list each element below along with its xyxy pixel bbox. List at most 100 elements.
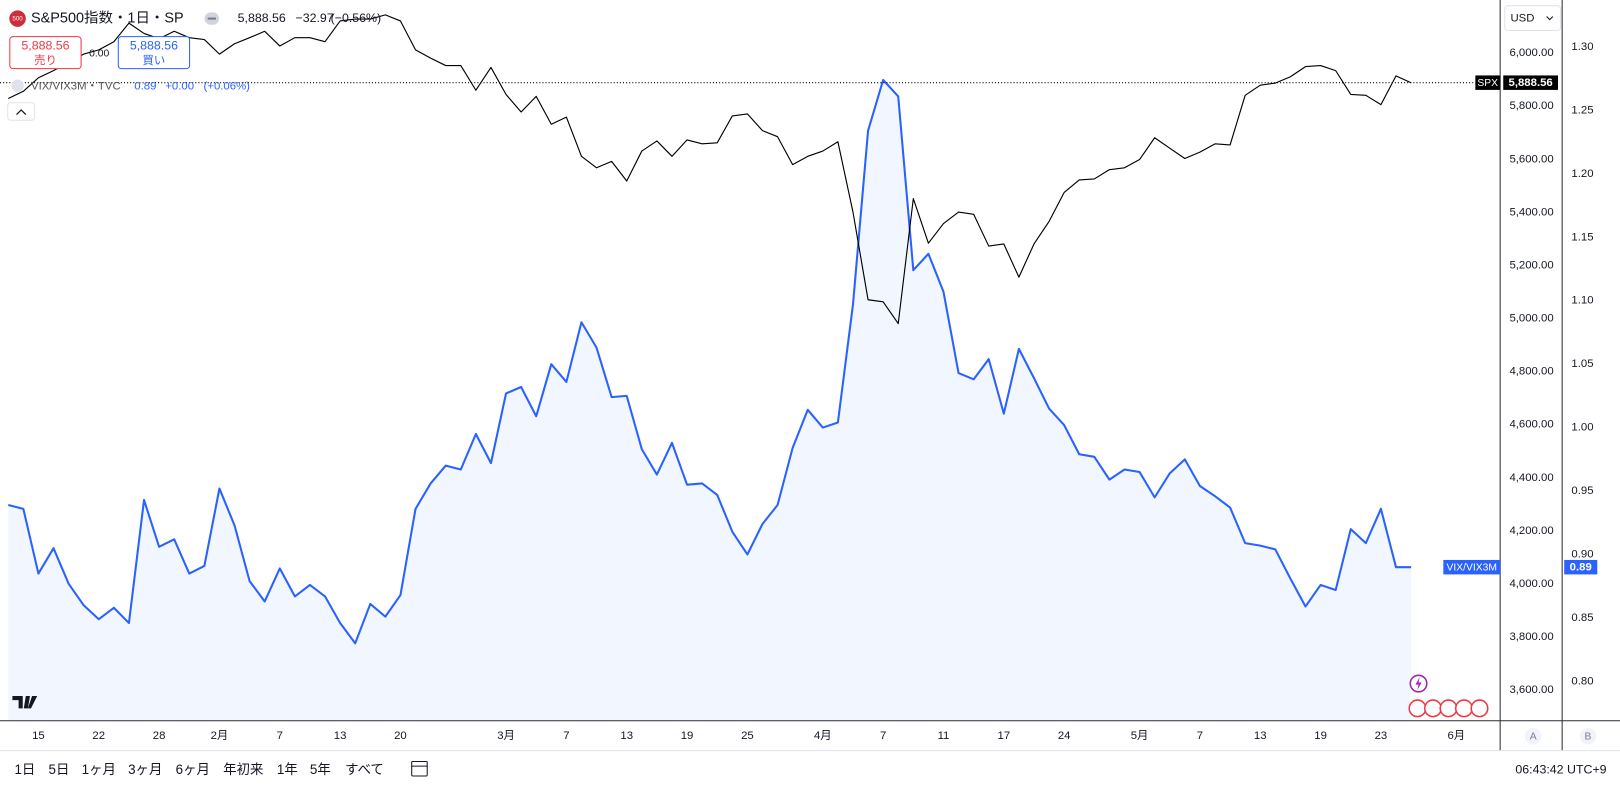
series-line	[8, 78, 1412, 645]
y-tick-label: 3,600.00	[1509, 684, 1553, 696]
event-flag[interactable]	[1423, 699, 1443, 718]
y-tick-label: 5,400.00	[1509, 206, 1553, 218]
x-tick-label: 24	[1058, 730, 1071, 742]
x-tick-label: 7	[277, 730, 283, 742]
x-tick-label: 13	[620, 730, 633, 742]
currency-label: USD	[1510, 13, 1534, 25]
range-button[interactable]: 5年	[310, 762, 331, 777]
x-tick-label: 7	[880, 730, 886, 742]
legend-toggle[interactable]	[7, 102, 36, 121]
buy-label: 買い	[143, 54, 166, 67]
last-value-label: 5,888.56	[1509, 77, 1553, 89]
sell-button[interactable]	[9, 36, 82, 70]
y-tick-label: 3,800.00	[1509, 631, 1553, 643]
dropdown-icon	[1546, 16, 1554, 21]
y-tick-label: 4,800.00	[1509, 366, 1553, 378]
tradingview-logo[interactable]	[12, 695, 38, 709]
range-button[interactable]: 5日	[49, 762, 70, 777]
range-button[interactable]: 1日	[14, 762, 35, 777]
y-tick-label: 5,200.00	[1509, 259, 1553, 271]
y2-tick-label: 1.00	[1571, 422, 1593, 434]
x-tick-label: 7	[563, 730, 569, 742]
event-flag[interactable]	[1470, 699, 1489, 718]
event-flag[interactable]	[1454, 699, 1474, 718]
event-flag[interactable]	[1439, 699, 1458, 718]
x-tick-label: 19	[1314, 730, 1327, 742]
x-tick-label: 23	[1375, 730, 1388, 742]
clock[interactable]: 06:43:42 UTC+9	[1515, 763, 1606, 777]
event-icon	[1415, 677, 1422, 690]
last-value-label: 0.89	[1570, 562, 1592, 574]
range-button[interactable]: 3ヶ月	[128, 762, 162, 777]
y-tick-label: 5,000.00	[1509, 313, 1553, 325]
plot-area	[0, 14, 1501, 721]
x-tick-label: 4月	[814, 730, 832, 742]
date-range-button[interactable]	[411, 760, 428, 777]
legend2-change: +0.00	[165, 81, 194, 93]
x-tick-label: 7	[1197, 730, 1203, 742]
buy-button[interactable]	[117, 36, 191, 70]
legend2-icon	[11, 79, 24, 92]
series-tag-label: SPX	[1477, 78, 1498, 89]
y2-tick-label: 1.10	[1571, 295, 1593, 307]
sell-price: 5,888.56	[21, 39, 69, 53]
x-tick-label: 5月	[1131, 730, 1149, 742]
x-tick-label: 6月	[1448, 730, 1466, 742]
x-tick-label: 15	[32, 730, 45, 742]
range-button[interactable]: 1年	[277, 762, 298, 777]
y2-tick-label: 1.30	[1571, 41, 1593, 53]
series-line	[8, 14, 1412, 325]
range-button[interactable]: 1ヶ月	[82, 762, 116, 777]
x-tick-label: 28	[153, 730, 166, 742]
y-tick-label: 6,000.00	[1509, 47, 1553, 59]
range-button[interactable]: 6ヶ月	[176, 762, 210, 777]
y2-tick-label: 1.20	[1571, 168, 1593, 180]
x-tick-label: 20	[394, 730, 407, 742]
header-price: 5,888.56	[238, 11, 286, 25]
range-button[interactable]: すべて	[345, 762, 384, 777]
y-tick-label: 4,600.00	[1509, 419, 1553, 431]
y2-tick-label: 0.85	[1571, 612, 1593, 624]
legend2-title[interactable]: VIX/VIX3M・TVC	[31, 81, 121, 93]
y2-tick-label: 1.05	[1571, 358, 1593, 370]
buy-price: 5,888.56	[130, 39, 178, 53]
header-change-pct: (−0.56%)	[331, 11, 382, 25]
x-tick-label: 22	[92, 730, 105, 742]
last-value-box	[1503, 75, 1559, 90]
currency-dropdown[interactable]	[1504, 5, 1562, 31]
economic-events[interactable]	[1408, 699, 1489, 718]
event-flag[interactable]	[1408, 699, 1427, 718]
x-tick-label: 17	[997, 730, 1010, 742]
x-tick-label: 3月	[497, 730, 515, 742]
y2-tick-label: 0.90	[1571, 549, 1593, 561]
area-fill	[8, 79, 1412, 721]
symbol-title[interactable]: S&P500指数・1日・SP	[31, 9, 184, 26]
scale-button[interactable]	[1524, 727, 1542, 745]
range-button[interactable]: 年初来	[223, 762, 263, 777]
legend-toggle-icon	[16, 109, 27, 116]
collapse-icon	[207, 17, 216, 20]
x-tick-label: 11	[938, 730, 950, 742]
range-toolbar: 1日 5日 1ヶ月 3ヶ月 6ヶ月 年初来 1年 5年 すべて	[14, 762, 383, 777]
y-tick-label: 5,800.00	[1509, 100, 1553, 112]
last-value-box	[1564, 559, 1598, 575]
y-tick-label: 4,200.00	[1509, 525, 1553, 537]
legend2-change-pct: (+0.06%)	[204, 81, 251, 93]
series-tag-label: VIX/VIX3M	[1447, 562, 1497, 573]
y-tick-label: 4,400.00	[1509, 472, 1553, 484]
y-tick-label: 4,000.00	[1509, 578, 1553, 590]
symbol-icon	[9, 10, 26, 27]
y2-tick-label: 0.80	[1571, 675, 1593, 687]
y2-tick-label: 1.25	[1571, 104, 1593, 116]
symbol-icon-text: 500	[12, 16, 23, 23]
axes: 3,600.00 3,800.00 4,000.00 4,200.00 4,400.00…	[32, 41, 1598, 742]
x-tick-label: 25	[741, 730, 754, 742]
y2-tick-label: 0.95	[1571, 485, 1593, 497]
x-tick-label: 13	[1254, 730, 1267, 742]
sell-label: 売り	[34, 54, 57, 67]
scale-button[interactable]	[1579, 727, 1597, 745]
header-change: −32.97	[295, 11, 333, 25]
x-tick-label: 19	[681, 730, 694, 742]
